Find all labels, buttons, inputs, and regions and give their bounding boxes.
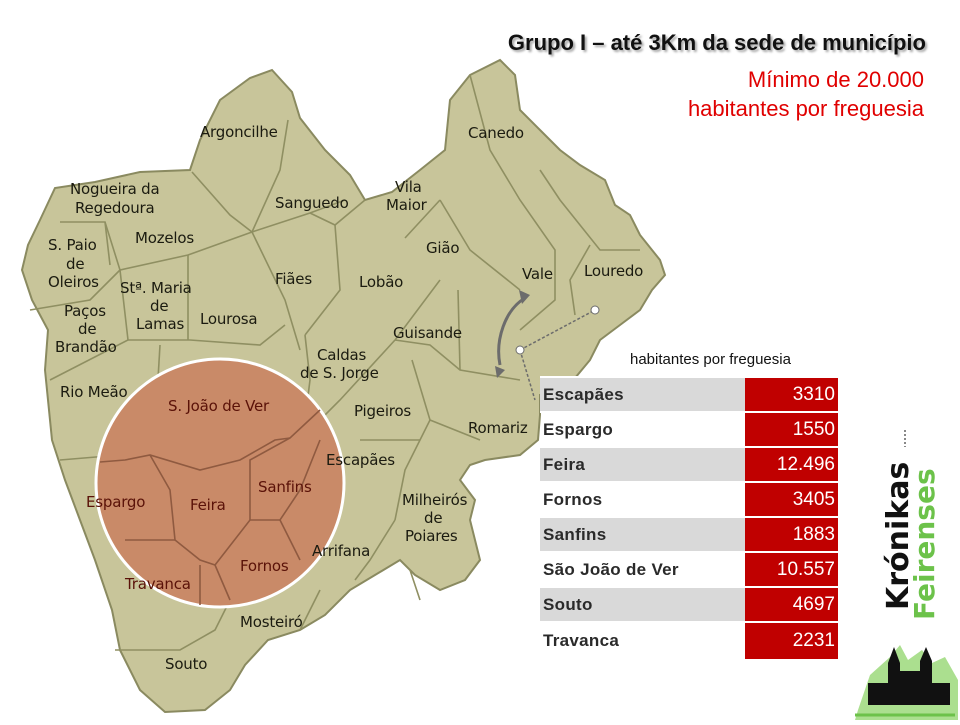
map-label-argoncilhe: Argoncilhe bbox=[200, 123, 278, 141]
table-row: Escapães 3310 bbox=[540, 376, 838, 412]
map-label-milheiros-2: de bbox=[424, 509, 443, 527]
parish-name: Travanca bbox=[540, 621, 745, 659]
slide-title: Grupo I – até 3Km da sede de município bbox=[507, 30, 926, 55]
map-label-pigeiros: Pigeiros bbox=[354, 402, 412, 420]
parish-name: Souto bbox=[540, 586, 745, 622]
kronikas-feirenses-logo: Krónikas Feirenses bbox=[850, 425, 960, 720]
parish-name: Espargo bbox=[540, 411, 745, 447]
map-label-s-paio-3: Oleiros bbox=[48, 273, 99, 291]
parish-name: São João de Ver bbox=[540, 551, 745, 587]
map-label-sanguedo: Sanguedo bbox=[275, 194, 349, 212]
map-label-milheiros-3: Poiares bbox=[405, 527, 458, 545]
population-value: 12.496 bbox=[744, 446, 838, 482]
map-label-vila-maior-1: Vila bbox=[395, 178, 422, 196]
map-label-caldas-1: Caldas bbox=[317, 346, 367, 364]
map-label-caldas-2: de S. Jorge bbox=[300, 364, 379, 382]
map-label-espargo: Espargo bbox=[86, 493, 146, 511]
map-label-canedo: Canedo bbox=[468, 124, 524, 142]
map-label-sanfins: Sanfins bbox=[258, 478, 312, 496]
parish-name: Feira bbox=[540, 446, 745, 482]
map-label-sta-maria-1: Stª. Maria bbox=[120, 279, 192, 297]
parish-name: Sanfins bbox=[540, 516, 745, 552]
map-label-rio-meao: Rio Meão bbox=[60, 383, 128, 401]
map-label-lourosa: Lourosa bbox=[200, 310, 258, 328]
population-value: 1550 bbox=[744, 411, 838, 447]
parish-name: Escapães bbox=[540, 376, 745, 412]
population-value: 3310 bbox=[744, 376, 838, 412]
table-row: Travanca 2231 bbox=[540, 621, 838, 659]
map-label-vila-maior-2: Maior bbox=[386, 196, 427, 214]
map-label-souto: Souto bbox=[165, 655, 208, 673]
map-label-arrifana: Arrifana bbox=[312, 542, 371, 560]
map-label-nogueira-2: Regedoura bbox=[75, 199, 155, 217]
table-row: Espargo 1550 bbox=[540, 411, 838, 447]
map-label-milheiros-1: Milheirós bbox=[402, 491, 468, 509]
radius-highlight-circle bbox=[94, 357, 346, 609]
slide-subtitle: Mínimo de 20.000 habitantes por freguesi… bbox=[688, 65, 924, 123]
logo-word-2: Feirenses bbox=[908, 468, 941, 620]
table-row: Feira 12.496 bbox=[540, 446, 838, 482]
map-label-s-paio-1: S. Paio bbox=[48, 236, 97, 254]
population-value: 1883 bbox=[744, 516, 838, 552]
map-label-mozelos: Mozelos bbox=[135, 229, 194, 247]
parish-name: Fornos bbox=[540, 481, 745, 517]
map-label-guisande: Guisande bbox=[393, 324, 462, 342]
table-caption: habitantes por freguesia bbox=[630, 351, 791, 368]
map-label-pacos-1: Paços bbox=[64, 302, 106, 320]
map-label-escapaes: Escapães bbox=[326, 451, 395, 469]
population-value: 10.557 bbox=[744, 551, 838, 587]
logo-graphic: Krónikas Feirenses bbox=[855, 430, 958, 720]
map-label-sta-maria-3: Lamas bbox=[136, 315, 185, 333]
map-label-feira: Feira bbox=[190, 496, 226, 514]
map-label-louredo: Louredo bbox=[584, 262, 644, 280]
population-value: 2231 bbox=[744, 621, 838, 659]
subtitle-line-1: Mínimo de 20.000 bbox=[747, 67, 924, 92]
map-label-sta-maria-2: de bbox=[150, 297, 169, 315]
map-label-romariz: Romariz bbox=[468, 419, 528, 437]
subtitle-line-2: habitantes por freguesia bbox=[687, 96, 924, 121]
table-row: Fornos 3405 bbox=[540, 481, 838, 517]
table-row: Sanfins 1883 bbox=[540, 516, 838, 552]
map-label-travanca: Travanca bbox=[125, 575, 191, 593]
map-label-giao: Gião bbox=[426, 239, 460, 257]
population-value: 4697 bbox=[744, 586, 838, 622]
map-label-s-joao-de-ver: S. João de Ver bbox=[168, 397, 270, 415]
map-label-s-paio-2: de bbox=[66, 255, 85, 273]
map-label-nogueira-1: Nogueira da bbox=[70, 180, 160, 198]
map-label-vale: Vale bbox=[522, 265, 553, 283]
map-label-pacos-2: de bbox=[78, 320, 97, 338]
logo-word-1: Krónikas bbox=[881, 462, 916, 610]
population-value: 3405 bbox=[744, 481, 838, 517]
map-label-fiaes: Fiães bbox=[275, 270, 312, 288]
map-label-fornos: Fornos bbox=[240, 557, 289, 575]
table-row: São João de Ver 10.557 bbox=[540, 551, 838, 587]
table-row: Souto 4697 bbox=[540, 586, 838, 622]
map-label-pacos-3: Brandão bbox=[55, 338, 117, 356]
map-label-lobao: Lobão bbox=[359, 273, 404, 291]
population-table: Escapães 3310 Espargo 1550 Feira 12.496 … bbox=[540, 376, 838, 659]
map-label-mosteiro: Mosteiró bbox=[240, 613, 303, 631]
